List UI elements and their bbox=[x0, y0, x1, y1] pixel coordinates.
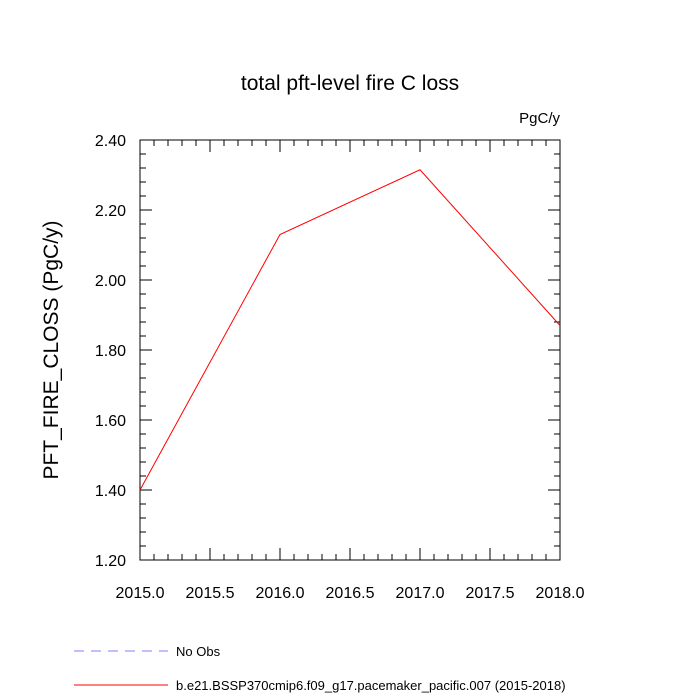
x-tick-label: 2015.5 bbox=[186, 585, 235, 602]
y-tick-label: 1.60 bbox=[95, 413, 126, 430]
plot-frame bbox=[139, 139, 561, 561]
x-tick-label: 2016.5 bbox=[326, 585, 375, 602]
x-tick-label: 2017.5 bbox=[466, 585, 515, 602]
legend: No Obs b.e21.BSSP370cmip6.f09_g17.pacemak… bbox=[74, 644, 566, 693]
chart-title: total pft-level fire C loss bbox=[241, 72, 459, 95]
data-series bbox=[139, 169, 561, 491]
y-axis-label: PFT_FIRE_CLOSS (PgC/y) bbox=[40, 220, 63, 479]
series-line bbox=[139, 169, 561, 491]
x-tick-label: 2015.0 bbox=[116, 585, 165, 602]
axis-tick-labels: 2015.0 2015.5 2016.0 2016.5 2017.0 2017.5 2018… bbox=[95, 133, 585, 602]
y-tick-label: 2.40 bbox=[95, 133, 126, 150]
y-tick-label: 2.20 bbox=[95, 203, 126, 220]
y-tick-label: 1.20 bbox=[95, 553, 126, 570]
y-tick-label: 1.80 bbox=[95, 343, 126, 360]
legend-label: b.e21.BSSP370cmip6.f09_g17.pacemaker_pac… bbox=[176, 678, 566, 693]
x-tick-label: 2017.0 bbox=[396, 585, 445, 602]
axis-ticks bbox=[139, 139, 561, 561]
x-tick-label: 2018.0 bbox=[536, 585, 585, 602]
y-tick-label: 1.40 bbox=[95, 483, 126, 500]
units-label: PgC/y bbox=[519, 110, 560, 127]
y-tick-label: 2.00 bbox=[95, 273, 126, 290]
x-tick-label: 2016.0 bbox=[256, 585, 305, 602]
plot-border bbox=[139, 139, 561, 561]
legend-label: No Obs bbox=[176, 644, 221, 659]
